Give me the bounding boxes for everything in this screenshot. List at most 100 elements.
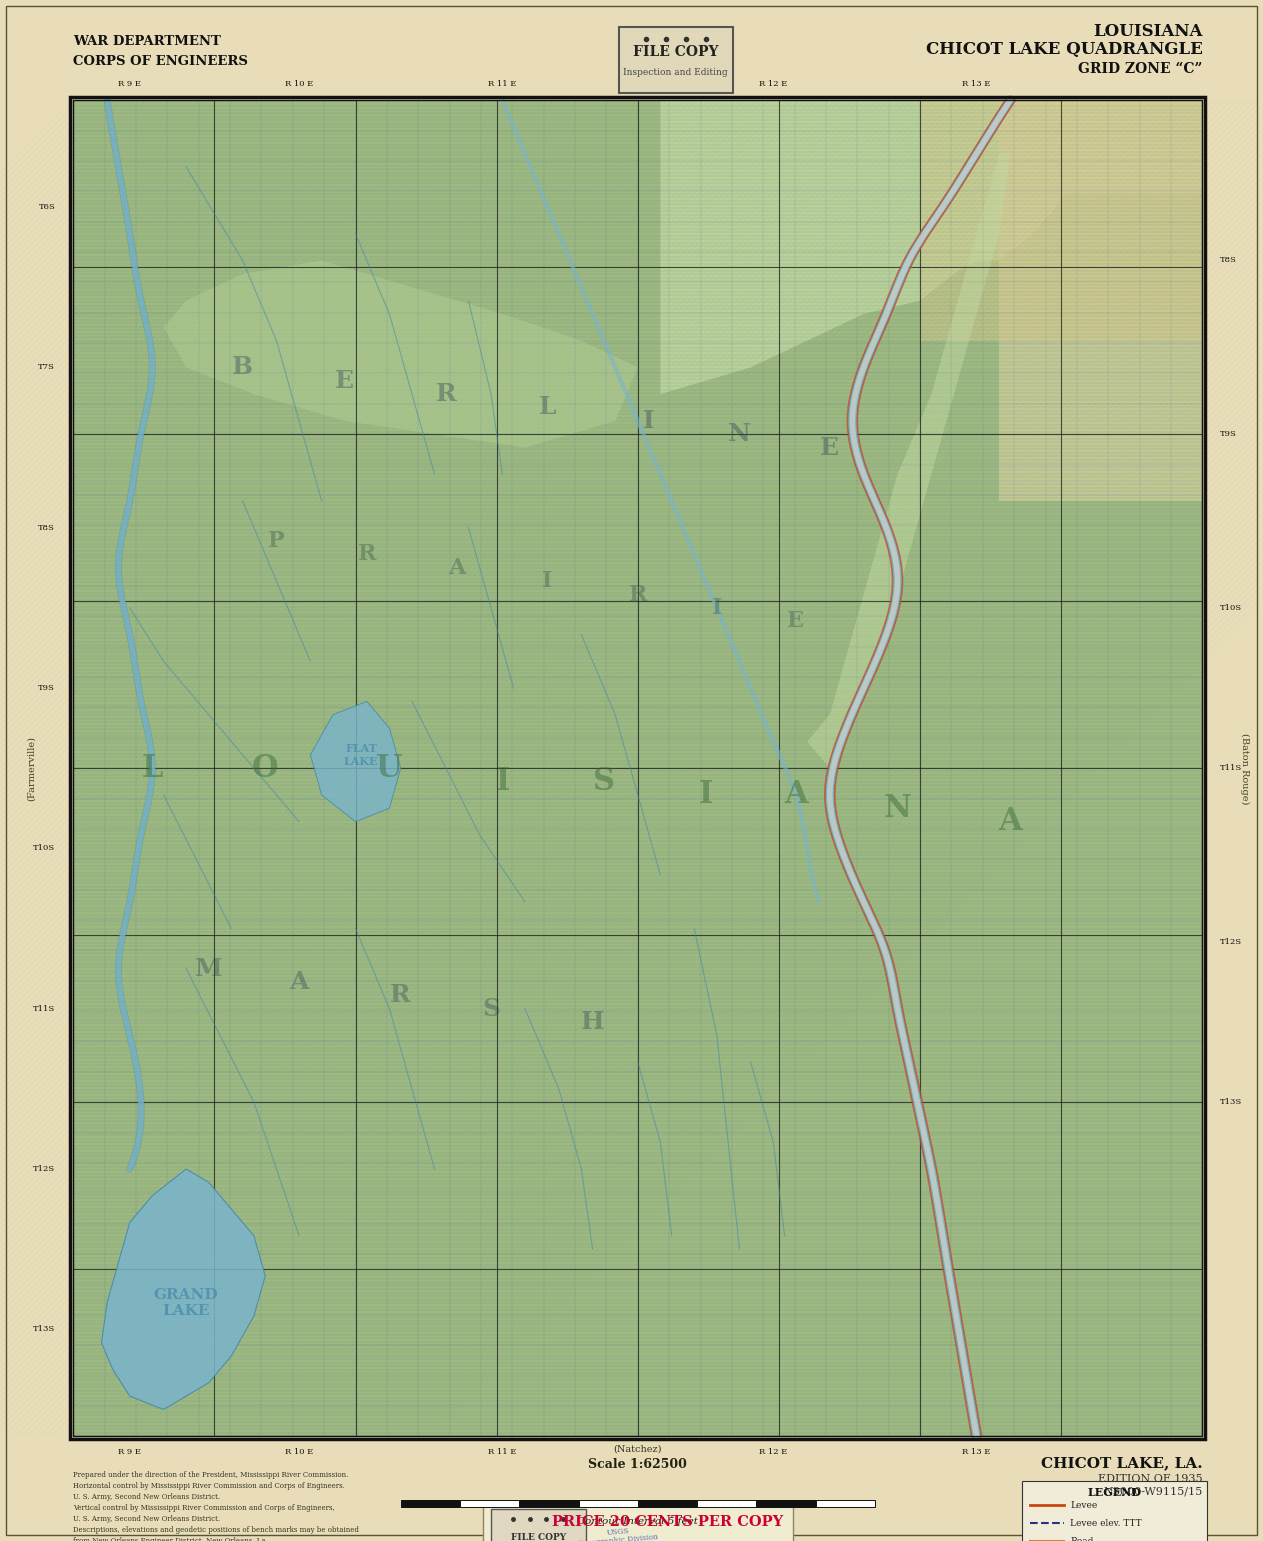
Text: A: A	[289, 969, 309, 994]
Text: Contour Interval 5 feet: Contour Interval 5 feet	[577, 1518, 698, 1526]
Text: (Baton Rouge): (Baton Rouge)	[1240, 732, 1249, 804]
Text: R 13 E: R 13 E	[962, 1449, 990, 1456]
Text: (Natchez): (Natchez)	[614, 1444, 662, 1453]
Text: R 9 E: R 9 E	[119, 1449, 141, 1456]
Text: FLAT
LAKE: FLAT LAKE	[344, 743, 379, 767]
Text: M: M	[195, 957, 222, 980]
Text: T8S: T8S	[1220, 256, 1238, 265]
Bar	[999, 100, 1202, 501]
Text: S: S	[482, 997, 500, 1020]
Text: CORPS OF ENGINEERS: CORPS OF ENGINEERS	[73, 55, 248, 68]
Polygon shape	[661, 100, 1202, 394]
Text: LOUISIANA: LOUISIANA	[1092, 23, 1202, 40]
Bar	[757, 1501, 816, 1507]
Text: T6S: T6S	[38, 203, 56, 211]
Text: N: N	[884, 792, 912, 824]
Text: PRICE 20 CENTS PER COPY: PRICE 20 CENTS PER COPY	[552, 1515, 783, 1530]
Bar	[919, 100, 1202, 341]
Text: N3000-W9115/15: N3000-W9115/15	[1103, 1486, 1202, 1496]
Text: R 11 E: R 11 E	[488, 80, 517, 88]
Text: U: U	[376, 752, 403, 784]
Bar	[73, 100, 1202, 1436]
Text: A: A	[784, 780, 808, 811]
Text: T11S: T11S	[33, 1005, 56, 1012]
Bar	[697, 1501, 757, 1507]
Text: E: E	[335, 368, 354, 393]
Text: I: I	[542, 570, 553, 592]
Text: R 12 E: R 12 E	[759, 80, 787, 88]
Text: N: N	[727, 422, 751, 447]
Text: L: L	[141, 752, 163, 784]
Text: R 10 E: R 10 E	[285, 80, 313, 88]
Text: USGS
Topographic Division: USGS Topographic Division	[577, 1524, 659, 1541]
Bar	[1022, 1481, 1207, 1541]
Bar	[482, 1504, 793, 1541]
Text: FILE COPY: FILE COPY	[510, 1533, 566, 1541]
Text: R 9 E: R 9 E	[119, 80, 141, 88]
Text: CHICOT LAKE, LA.: CHICOT LAKE, LA.	[1041, 1456, 1202, 1470]
Text: I: I	[698, 780, 712, 811]
Text: R: R	[629, 584, 647, 606]
Text: Descriptions, elevations and geodetic positions of bench marks may be obtained: Descriptions, elevations and geodetic po…	[73, 1526, 359, 1535]
Text: U. S. Army, Second New Orleans District.: U. S. Army, Second New Orleans District.	[73, 1493, 220, 1501]
Text: (Farmerville): (Farmerville)	[27, 735, 35, 801]
Text: O: O	[251, 752, 278, 784]
Text: Scale 1:62500: Scale 1:62500	[589, 1458, 687, 1472]
Text: S: S	[592, 766, 615, 797]
Text: E: E	[787, 610, 805, 632]
Bar	[519, 1501, 578, 1507]
Polygon shape	[807, 154, 1010, 769]
Text: T13S: T13S	[1220, 1099, 1243, 1106]
Bar	[400, 1501, 460, 1507]
Bar	[71, 97, 1205, 1439]
Bar	[491, 1509, 586, 1541]
Text: R 13 E: R 13 E	[962, 80, 990, 88]
Text: T9S: T9S	[1220, 430, 1238, 438]
Text: A: A	[999, 806, 1022, 837]
Text: I: I	[495, 766, 509, 797]
Text: Inspection and Editing: Inspection and Editing	[624, 68, 727, 77]
Text: WAR DEPARTMENT: WAR DEPARTMENT	[73, 35, 221, 48]
Bar	[578, 1501, 638, 1507]
Text: EDITION OF 1935: EDITION OF 1935	[1098, 1475, 1202, 1484]
Text: E: E	[820, 436, 840, 459]
Text: R: R	[390, 983, 410, 1008]
Polygon shape	[311, 701, 400, 821]
Text: GRID ZONE “C”: GRID ZONE “C”	[1079, 62, 1202, 76]
Text: T10S: T10S	[1220, 604, 1243, 612]
Text: T9S: T9S	[38, 684, 56, 692]
Text: Levee: Levee	[1070, 1501, 1098, 1510]
Text: R 10 E: R 10 E	[285, 1449, 313, 1456]
Text: from New Orleans Engineer District, New Orleans, La.: from New Orleans Engineer District, New …	[73, 1538, 268, 1541]
Text: T12S: T12S	[33, 1165, 56, 1173]
Text: R 11 E: R 11 E	[488, 1449, 517, 1456]
Text: LEGEND: LEGEND	[1087, 1487, 1142, 1498]
Polygon shape	[101, 1170, 265, 1410]
Text: A: A	[448, 556, 466, 579]
Text: CHICOT LAKE QUADRANGLE: CHICOT LAKE QUADRANGLE	[926, 42, 1202, 59]
Text: T8S: T8S	[38, 524, 56, 532]
Text: P: P	[268, 530, 285, 552]
Bar	[73, 100, 1202, 1436]
Text: Road: Road	[1070, 1536, 1094, 1541]
Text: T10S: T10S	[33, 844, 56, 852]
Text: T7S: T7S	[38, 364, 56, 371]
FancyBboxPatch shape	[619, 28, 733, 92]
Text: U. S. Army, Second New Orleans District.: U. S. Army, Second New Orleans District.	[73, 1515, 220, 1523]
Bar	[638, 1501, 697, 1507]
Text: R: R	[436, 382, 456, 407]
Text: T13S: T13S	[33, 1325, 56, 1333]
Text: H: H	[581, 1009, 605, 1034]
Text: Vertical control by Mississippi River Commission and Corps of Engineers,: Vertical control by Mississippi River Co…	[73, 1504, 335, 1512]
Text: B: B	[232, 356, 253, 379]
Text: R: R	[357, 544, 376, 566]
Text: Prepared under the direction of the President, Mississippi River Commission.: Prepared under the direction of the Pres…	[73, 1472, 349, 1479]
Text: T11S: T11S	[1220, 764, 1243, 772]
Text: Horizontal control by Mississippi River Commission and Corps of Engineers.: Horizontal control by Mississippi River …	[73, 1482, 345, 1490]
Text: Levee elev. TTT: Levee elev. TTT	[1070, 1519, 1142, 1527]
Text: T12S: T12S	[1220, 938, 1243, 946]
Bar	[816, 1501, 875, 1507]
Text: FILE COPY: FILE COPY	[633, 45, 719, 59]
Polygon shape	[164, 260, 638, 447]
Text: GRAND
LAKE: GRAND LAKE	[154, 1288, 218, 1318]
